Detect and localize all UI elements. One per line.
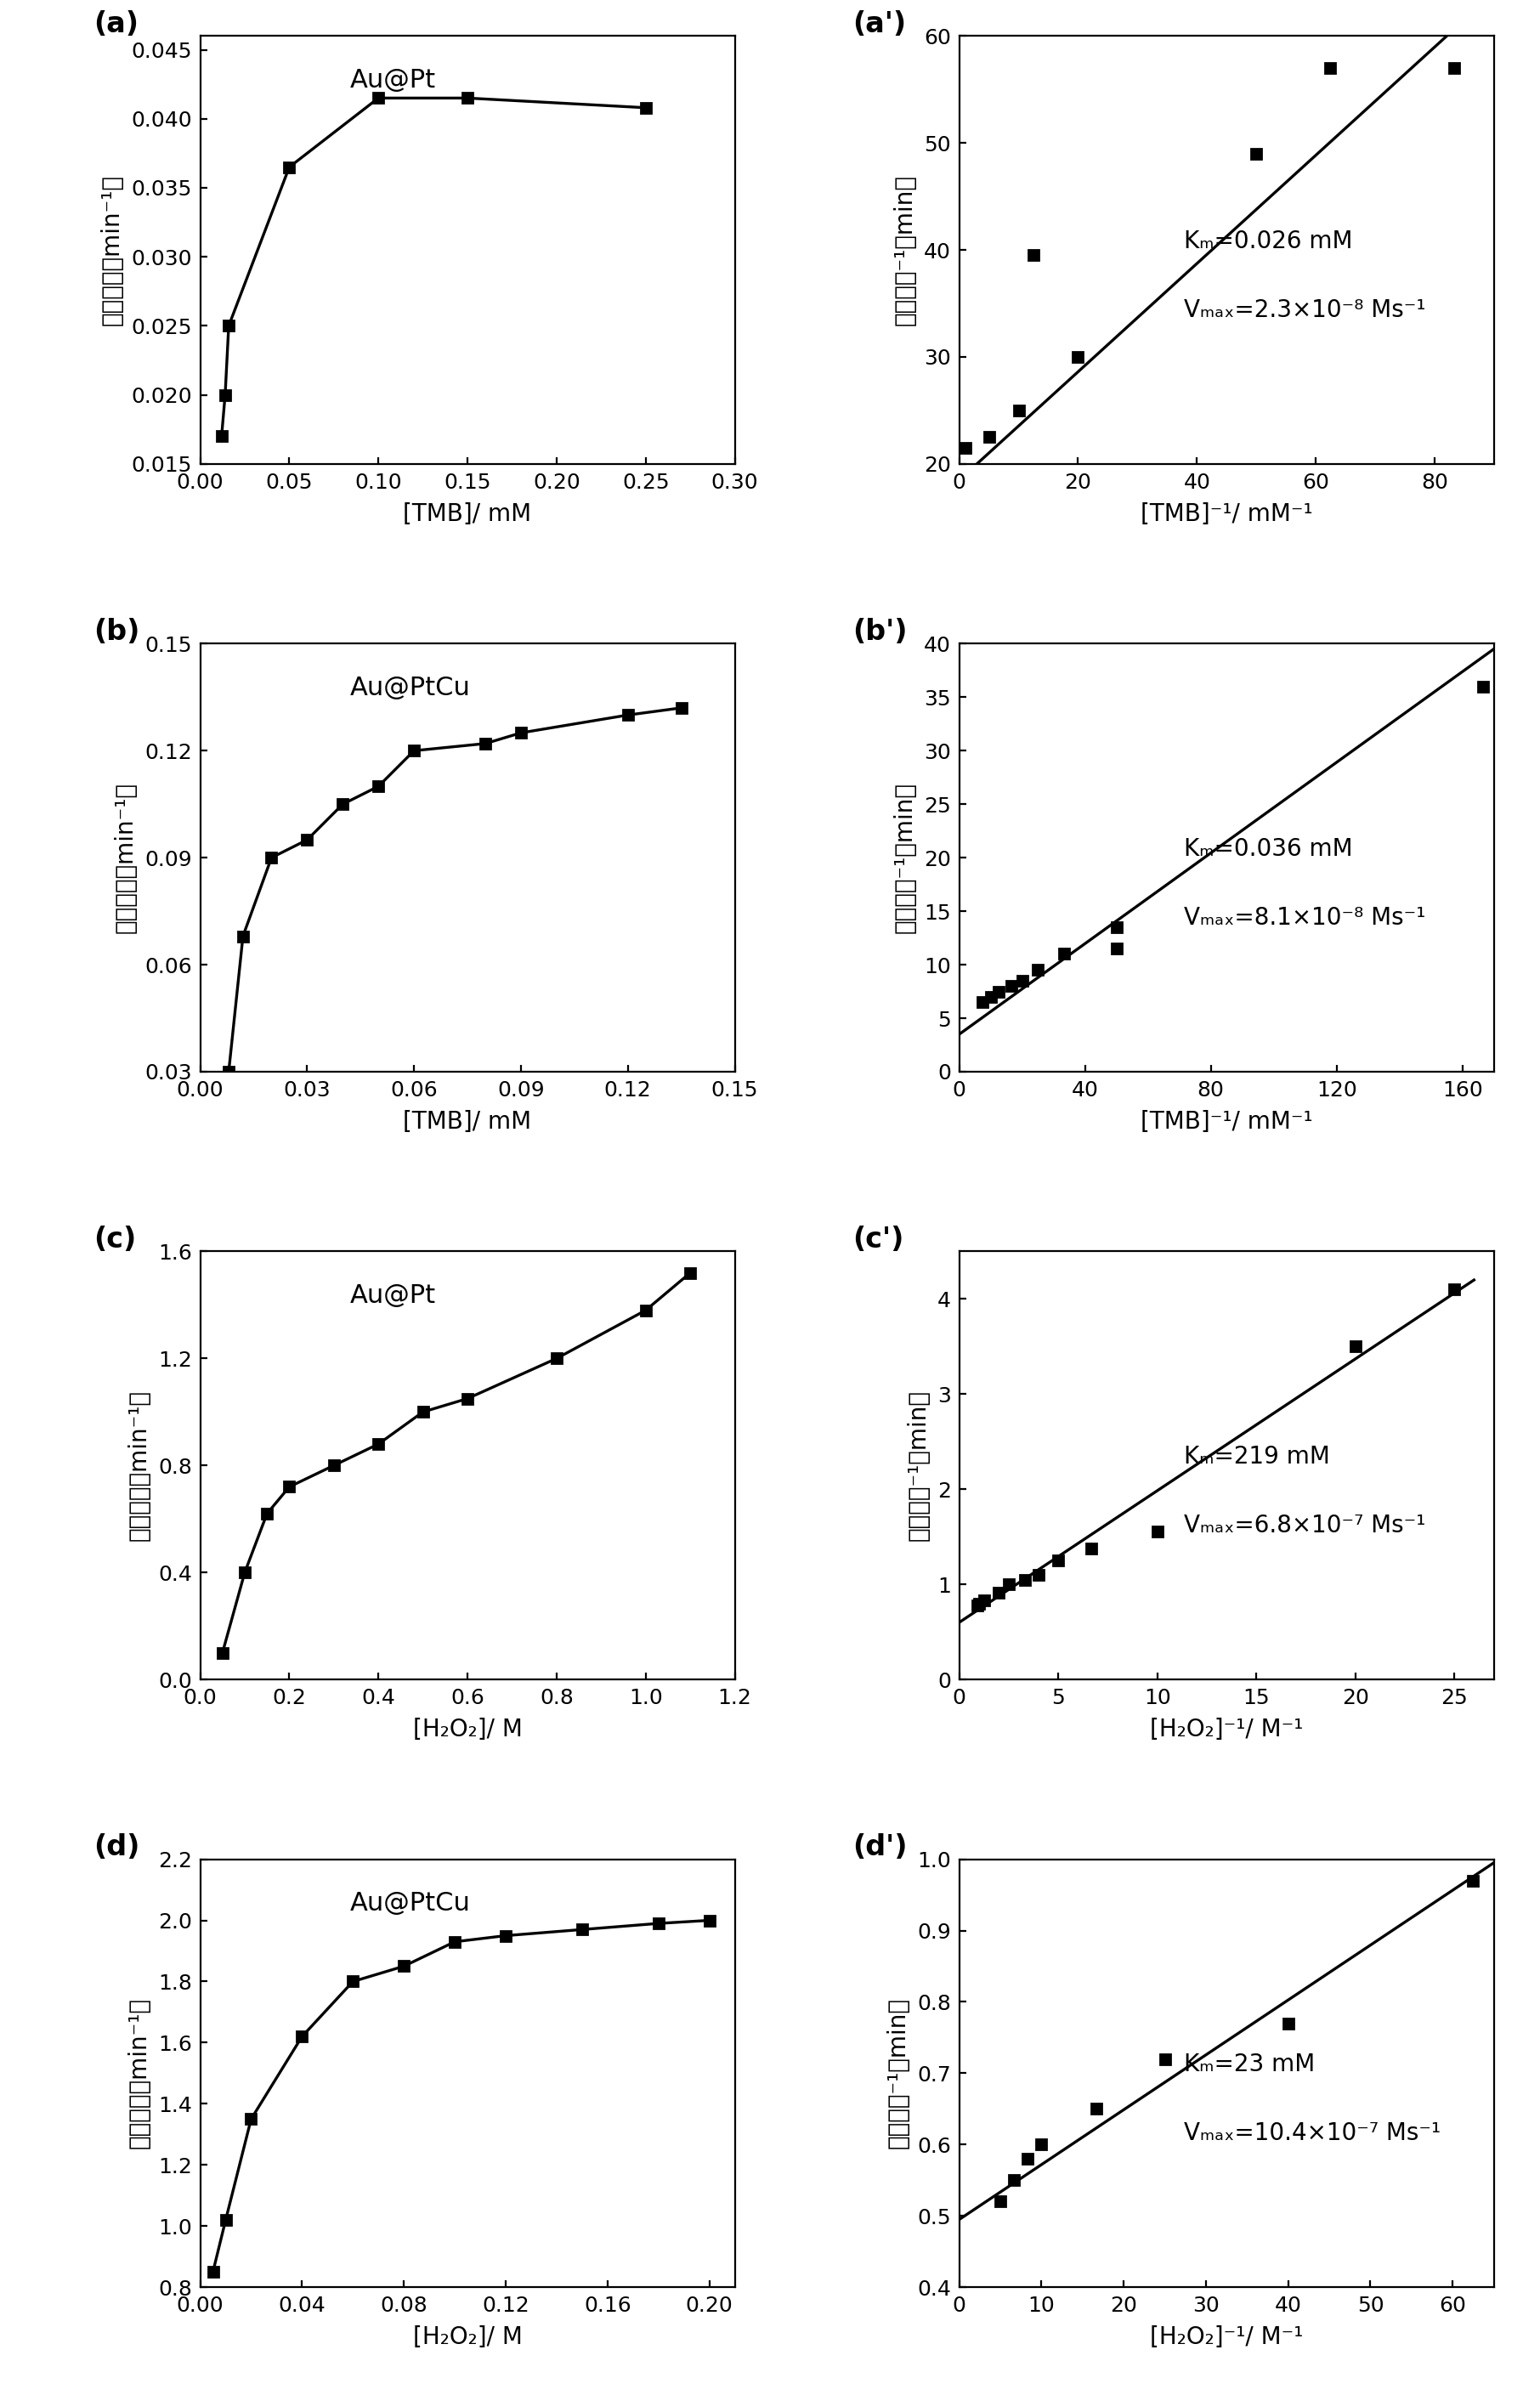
Text: (b): (b) [94,618,140,647]
X-axis label: [TMB]⁻¹/ mM⁻¹: [TMB]⁻¹/ mM⁻¹ [1141,503,1312,527]
Text: Vₘₐₓ=10.4×10⁻⁷ Ms⁻¹: Vₘₐₓ=10.4×10⁻⁷ Ms⁻¹ [1184,2122,1440,2146]
Y-axis label: 反应速度（min⁻¹）: 反应速度（min⁻¹） [128,1389,151,1540]
Text: (a): (a) [94,10,139,38]
Y-axis label: 反应速度⁻¹（min）: 反应速度⁻¹（min） [885,1997,910,2148]
Y-axis label: 反应速度⁻¹（min）: 反应速度⁻¹（min） [907,1389,930,1540]
Y-axis label: 反应速度（min⁻¹）: 反应速度（min⁻¹） [114,783,137,934]
Text: (d): (d) [94,1835,140,1861]
X-axis label: [TMB]/ mM: [TMB]/ mM [403,503,531,527]
Y-axis label: 反应速度（min⁻¹）: 反应速度（min⁻¹） [100,175,125,326]
Text: Kₘ=0.036 mM: Kₘ=0.036 mM [1184,838,1352,862]
Y-axis label: 反应速度（min⁻¹）: 反应速度（min⁻¹） [128,1997,151,2148]
X-axis label: [H₂O₂]/ M: [H₂O₂]/ M [413,1717,522,1741]
Y-axis label: 反应速度⁻¹（min）: 反应速度⁻¹（min） [893,783,916,934]
Y-axis label: 反应速度⁻¹（min）: 反应速度⁻¹（min） [893,175,916,326]
Text: Kₘ=219 mM: Kₘ=219 mM [1184,1444,1331,1468]
X-axis label: [H₂O₂]/ M: [H₂O₂]/ M [413,2326,522,2349]
Text: Vₘₐₓ=8.1×10⁻⁸ Ms⁻¹: Vₘₐₓ=8.1×10⁻⁸ Ms⁻¹ [1184,905,1426,929]
Text: Au@Pt: Au@Pt [350,1284,436,1308]
Text: Au@PtCu: Au@PtCu [350,675,470,699]
Text: Au@PtCu: Au@PtCu [350,1892,470,1916]
Text: Vₘₐₓ=6.8×10⁻⁷ Ms⁻¹: Vₘₐₓ=6.8×10⁻⁷ Ms⁻¹ [1184,1514,1426,1538]
X-axis label: [TMB]/ mM: [TMB]/ mM [403,1109,531,1133]
Text: (b'): (b') [852,618,907,647]
X-axis label: [TMB]⁻¹/ mM⁻¹: [TMB]⁻¹/ mM⁻¹ [1141,1109,1312,1133]
Text: (c): (c) [94,1226,136,1255]
X-axis label: [H₂O₂]⁻¹/ M⁻¹: [H₂O₂]⁻¹/ M⁻¹ [1150,1717,1303,1741]
Text: Kₘ=23 mM: Kₘ=23 mM [1184,2053,1315,2076]
Text: Au@Pt: Au@Pt [350,67,436,93]
Text: (a'): (a') [852,10,906,38]
Text: Vₘₐₓ=2.3×10⁻⁸ Ms⁻¹: Vₘₐₓ=2.3×10⁻⁸ Ms⁻¹ [1184,297,1426,321]
X-axis label: [H₂O₂]⁻¹/ M⁻¹: [H₂O₂]⁻¹/ M⁻¹ [1150,2326,1303,2349]
Text: (c'): (c') [852,1226,904,1255]
Text: Kₘ=0.026 mM: Kₘ=0.026 mM [1184,230,1352,254]
Text: (d'): (d') [852,1835,907,1861]
